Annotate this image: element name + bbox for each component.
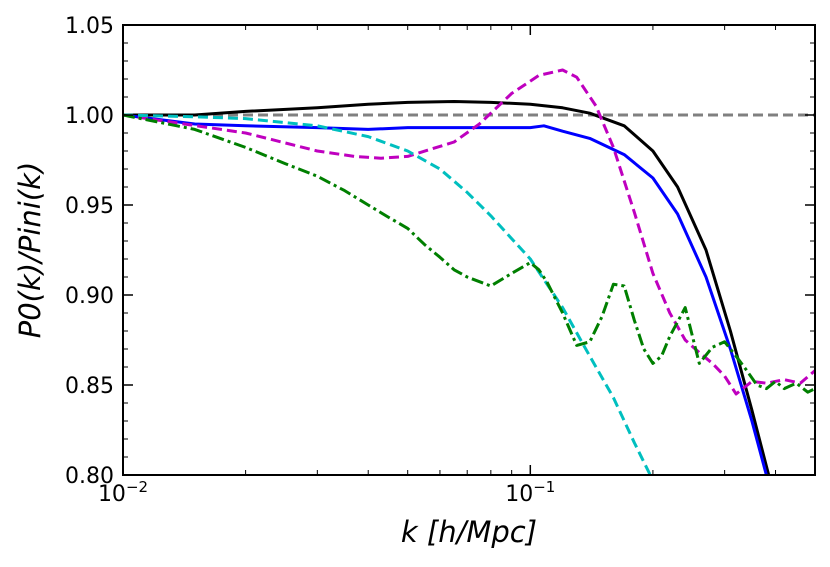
x-axis-label: k [h/Mpc]	[401, 515, 537, 549]
y-tick-label-3: 0.95	[65, 194, 114, 219]
y-axis-label: P0(k)/Pini(k)	[13, 162, 47, 339]
y-tick-label-4: 1.00	[65, 104, 114, 129]
tick-label-layer: 0.80 0.85 0.90 0.95 1.00 1.05 10−2 10−1	[65, 14, 555, 507]
series-line-2	[123, 113, 768, 475]
series-line-3	[123, 68, 815, 396]
y-tick-label-1: 0.85	[65, 374, 114, 399]
y-tick-label-0: 0.80	[65, 464, 114, 489]
tick-layer	[122, 24, 816, 476]
series-line-5	[123, 113, 815, 394]
x-tick-label-1: 10−1	[505, 478, 555, 507]
x-tick-label-0: 10−2	[98, 478, 148, 507]
y-tick-label-2: 0.90	[65, 284, 114, 309]
series-line-4	[123, 113, 652, 475]
y-tick-label-5: 1.05	[65, 14, 114, 39]
series-layer	[123, 68, 815, 475]
plot-frame	[122, 24, 816, 476]
series-line-1	[123, 100, 771, 475]
